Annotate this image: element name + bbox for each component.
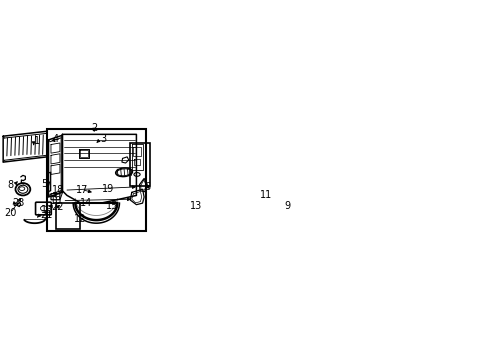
Bar bbox=[47, 130, 146, 231]
Text: 3: 3 bbox=[100, 134, 106, 144]
Text: 22: 22 bbox=[51, 202, 63, 212]
Text: 7: 7 bbox=[57, 191, 63, 201]
Text: 21: 21 bbox=[40, 210, 52, 220]
Text: 18: 18 bbox=[52, 185, 64, 195]
Text: 10: 10 bbox=[50, 196, 62, 206]
Text: 12: 12 bbox=[74, 215, 86, 225]
Text: 5: 5 bbox=[41, 179, 48, 189]
Text: 11: 11 bbox=[259, 190, 271, 200]
Text: 4: 4 bbox=[52, 134, 59, 144]
Text: 17: 17 bbox=[76, 185, 88, 194]
Text: 1: 1 bbox=[34, 136, 40, 147]
Text: 23: 23 bbox=[12, 198, 24, 207]
Text: 2: 2 bbox=[91, 122, 97, 132]
Text: 14: 14 bbox=[80, 198, 92, 208]
Text: 8: 8 bbox=[8, 180, 14, 190]
Text: 19: 19 bbox=[102, 184, 114, 194]
Text: 9: 9 bbox=[284, 201, 290, 211]
Text: 13: 13 bbox=[189, 201, 202, 211]
Bar bbox=[56, 203, 80, 229]
Text: 16: 16 bbox=[41, 205, 53, 215]
Text: 20: 20 bbox=[4, 208, 17, 218]
Bar bbox=[130, 143, 150, 185]
Text: 6: 6 bbox=[144, 182, 151, 192]
Text: 15: 15 bbox=[105, 201, 118, 211]
